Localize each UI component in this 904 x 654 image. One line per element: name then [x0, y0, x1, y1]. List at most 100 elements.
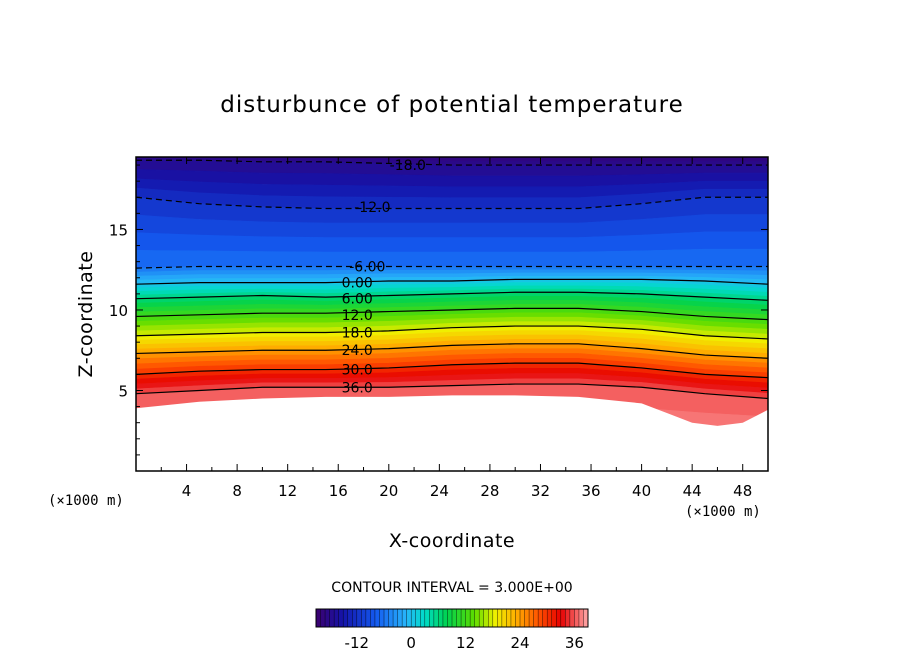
contour-line — [136, 362, 768, 379]
x-tick-label: 12 — [278, 482, 297, 500]
colorbar-cell — [352, 609, 358, 627]
colorbar-cell — [506, 609, 512, 627]
colorbar-cell — [456, 609, 462, 627]
contour-label: 0.00 — [342, 276, 373, 292]
terrain-mask — [136, 395, 768, 471]
x-tick-label: 8 — [232, 482, 242, 500]
colorbar-cell — [501, 609, 507, 627]
x-tick-label: 16 — [329, 482, 348, 500]
colorbar-cell — [415, 609, 421, 627]
plot-frame — [135, 156, 769, 472]
contour-label: -6.00 — [349, 259, 385, 275]
colorbar-cell — [365, 609, 371, 627]
contour-line — [136, 307, 768, 321]
colorbar-cell — [433, 609, 439, 627]
contour-label: 30.0 — [342, 363, 373, 379]
colorbar-cell — [492, 609, 498, 627]
colorbar-cell — [470, 609, 476, 627]
colorbar-cell — [343, 609, 349, 627]
colorbar-cell — [442, 609, 448, 627]
colorbar-cell — [411, 609, 417, 627]
colorbar-cell — [347, 609, 353, 627]
colorbar-cell — [461, 609, 466, 627]
x-unit-left: (×1000 m) — [48, 493, 124, 509]
x-tick-label: 44 — [683, 482, 702, 500]
colorbar-cell — [520, 609, 525, 627]
color-band — [136, 248, 768, 269]
colorbar-cell — [438, 609, 444, 627]
colorbar — [315, 608, 589, 628]
contour-lines — [136, 159, 768, 400]
contour-line — [136, 278, 768, 285]
colorbar-cell — [524, 609, 530, 627]
x-tick-label: 36 — [581, 482, 600, 500]
contour-line — [136, 325, 768, 340]
contour-label: 36.0 — [342, 380, 373, 396]
colorbar-cell — [569, 609, 575, 627]
colorbar-cell — [384, 609, 389, 627]
colorbar-cell — [379, 609, 385, 627]
colorbar-cell — [397, 609, 403, 627]
colorbar-cell — [316, 609, 321, 627]
colorbar-frame — [315, 608, 589, 628]
colorbar-ticks: -12 0 12 24 36 — [345, 634, 584, 652]
x-tick-label: 28 — [480, 482, 499, 500]
colorbar-cell — [560, 609, 566, 627]
contour-label: 24.0 — [342, 343, 373, 359]
contour-line — [136, 265, 768, 269]
colorbar-tick-label: 24 — [510, 634, 529, 652]
colorbar-cell — [488, 609, 494, 627]
colorbar-cell — [370, 609, 376, 627]
contour-line — [136, 291, 768, 301]
colorbar-cell — [338, 609, 344, 627]
colorbar-cell — [483, 609, 489, 627]
x-tick-label: 20 — [379, 482, 398, 500]
contour-label: 18.0 — [342, 326, 373, 342]
x-tick-label: 48 — [733, 482, 752, 500]
contour-label: 12.0 — [342, 308, 373, 324]
color-band — [136, 149, 768, 153]
colorbar-cell — [420, 609, 426, 627]
colorbar-cell — [402, 609, 408, 627]
colorbar-cell — [533, 609, 539, 627]
colorbar-tick-label: 36 — [565, 634, 584, 652]
x-axis-ticks: 4 8 12 16 20 24 28 32 36 40 44 48 — [160, 157, 752, 500]
colorbar-cell — [542, 609, 548, 627]
y-axis-label: Z-coordinate — [75, 251, 97, 378]
colorbar-tick-label: 0 — [406, 634, 416, 652]
colorbar-cell — [515, 609, 521, 627]
colorbar-cell — [334, 609, 340, 627]
chart-title: disturbunce of potential temperature — [220, 92, 684, 118]
colorbar-cell — [329, 609, 335, 627]
colorbar-cell — [452, 609, 457, 627]
colorbar-cell — [574, 609, 580, 627]
x-unit-right: (×1000 m) — [685, 504, 761, 520]
colorbar-cell — [529, 609, 534, 627]
contour-interval-label: CONTOUR INTERVAL = 3.000E+00 — [331, 580, 572, 596]
colorbar-cell — [479, 609, 485, 627]
colorbar-cell — [551, 609, 557, 627]
colorbar-cell — [556, 609, 562, 627]
y-tick-label: 10 — [109, 302, 128, 320]
x-tick-label: 32 — [531, 482, 550, 500]
y-tick-label: 5 — [118, 382, 128, 400]
colorbar-cell — [578, 609, 584, 627]
colorbar-cell — [424, 609, 430, 627]
colorbar-cell — [447, 609, 453, 627]
contour-line — [136, 383, 768, 400]
colorbar-cell — [429, 609, 435, 627]
contour-line — [136, 196, 768, 210]
colorbar-cell — [565, 609, 571, 627]
x-tick-label: 40 — [632, 482, 651, 500]
colorbar-cell — [583, 609, 589, 627]
y-axis-ticks: 5 10 15 — [109, 164, 768, 456]
colorbar-cell — [474, 609, 480, 627]
colorbar-cell — [325, 609, 330, 627]
contour-line — [136, 159, 768, 166]
contour-line — [136, 343, 768, 359]
colorbar-cell — [538, 609, 544, 627]
colorbar-cell — [388, 609, 394, 627]
